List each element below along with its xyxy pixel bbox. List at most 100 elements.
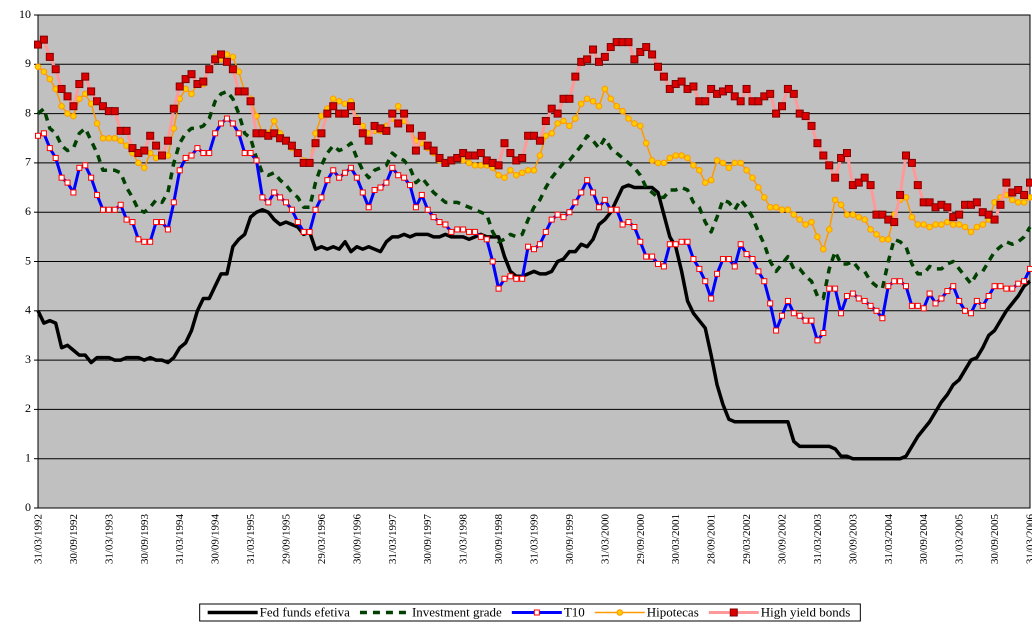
x-tick-label: 31/03/2000 bbox=[599, 514, 611, 565]
x-tick-label: 31/03/2005 bbox=[954, 514, 966, 565]
point bbox=[229, 53, 237, 61]
point bbox=[45, 52, 54, 61]
point bbox=[1015, 280, 1022, 287]
point bbox=[358, 129, 367, 138]
point bbox=[996, 200, 1005, 209]
y-tick-label: 8 bbox=[25, 105, 31, 119]
x-tick-label: 31/03/1994 bbox=[174, 514, 186, 565]
point bbox=[94, 191, 101, 198]
point bbox=[187, 70, 196, 79]
point bbox=[873, 307, 880, 314]
point bbox=[519, 275, 526, 282]
point bbox=[82, 162, 89, 169]
point bbox=[424, 206, 431, 213]
point bbox=[843, 293, 850, 300]
x-tick-label: 30/09/2004 bbox=[918, 514, 930, 565]
point bbox=[1003, 285, 1010, 292]
point bbox=[111, 134, 119, 142]
point bbox=[411, 146, 420, 155]
point bbox=[507, 166, 514, 174]
point bbox=[890, 218, 899, 227]
point bbox=[837, 201, 845, 209]
x-tick-label: 30/03/2001 bbox=[670, 514, 682, 564]
point bbox=[677, 77, 686, 86]
point bbox=[311, 139, 320, 148]
point bbox=[277, 194, 284, 201]
point bbox=[913, 181, 922, 190]
x-tick-label: 28/09/2001 bbox=[706, 514, 718, 564]
x-tick-label: 30/09/1992 bbox=[68, 514, 80, 564]
point bbox=[636, 47, 645, 56]
point bbox=[99, 206, 106, 213]
point bbox=[359, 189, 366, 196]
point bbox=[423, 141, 432, 150]
point bbox=[164, 226, 171, 233]
point bbox=[743, 166, 750, 174]
point bbox=[265, 199, 272, 206]
point bbox=[696, 166, 703, 174]
point bbox=[476, 149, 485, 158]
point bbox=[754, 97, 763, 106]
point bbox=[802, 317, 809, 324]
point bbox=[926, 290, 933, 297]
point bbox=[323, 109, 332, 118]
point bbox=[495, 285, 502, 292]
point bbox=[589, 97, 597, 105]
point bbox=[955, 210, 964, 219]
point bbox=[660, 159, 668, 167]
point bbox=[702, 278, 709, 285]
point bbox=[110, 107, 119, 116]
y-tick-label: 3 bbox=[25, 352, 31, 366]
point bbox=[548, 130, 556, 137]
point bbox=[188, 90, 195, 98]
point bbox=[34, 40, 42, 49]
point bbox=[247, 150, 254, 157]
point bbox=[246, 97, 255, 106]
point bbox=[779, 312, 785, 319]
point bbox=[483, 236, 490, 243]
point bbox=[991, 283, 998, 290]
point bbox=[40, 68, 48, 75]
point bbox=[412, 204, 419, 211]
point bbox=[417, 131, 426, 140]
point bbox=[749, 174, 756, 181]
legend-marker bbox=[616, 609, 624, 616]
point bbox=[578, 189, 585, 196]
point bbox=[808, 317, 815, 324]
point bbox=[601, 196, 608, 203]
point bbox=[902, 151, 910, 160]
point bbox=[619, 221, 626, 228]
point bbox=[678, 152, 685, 159]
point bbox=[489, 258, 496, 265]
point bbox=[560, 214, 567, 221]
point bbox=[1020, 199, 1028, 206]
point bbox=[513, 275, 520, 282]
point bbox=[58, 174, 65, 181]
point bbox=[831, 196, 839, 204]
point bbox=[885, 283, 892, 290]
point bbox=[631, 120, 638, 127]
point bbox=[778, 206, 786, 214]
point bbox=[153, 219, 160, 226]
point bbox=[724, 84, 733, 93]
point bbox=[212, 130, 219, 137]
point bbox=[584, 177, 591, 184]
x-tick-label: 30/09/2002 bbox=[777, 514, 789, 564]
y-tick-label: 10 bbox=[19, 7, 31, 21]
point bbox=[64, 179, 71, 186]
point bbox=[199, 77, 208, 86]
point bbox=[613, 102, 620, 110]
point bbox=[525, 243, 532, 250]
point bbox=[649, 253, 656, 260]
point bbox=[235, 130, 242, 137]
point bbox=[920, 305, 927, 312]
point bbox=[832, 285, 839, 292]
point bbox=[624, 38, 633, 47]
point bbox=[801, 112, 810, 121]
legend-label: Investment grade bbox=[412, 604, 502, 619]
point bbox=[282, 136, 290, 145]
point bbox=[625, 219, 632, 226]
legend-label: Hipotecas bbox=[647, 604, 699, 619]
point bbox=[742, 84, 751, 93]
